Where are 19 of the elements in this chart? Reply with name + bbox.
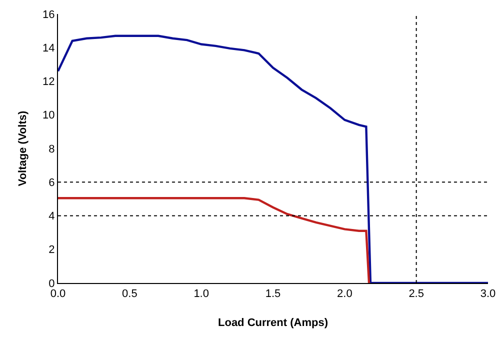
line-series bbox=[58, 197, 370, 283]
y-tick-label: 8 bbox=[48, 143, 55, 156]
x-tick-label: 0.0 bbox=[50, 288, 66, 300]
x-tick-label: 1.5 bbox=[265, 288, 281, 300]
y-tick-label: 12 bbox=[42, 76, 55, 88]
y-tick-label: 2 bbox=[48, 244, 55, 256]
x-tick-label: 2.0 bbox=[337, 288, 352, 300]
x-tick-label: 3.0 bbox=[480, 288, 496, 300]
y-tick-label: 6 bbox=[48, 176, 55, 189]
y-tick-label: 14 bbox=[42, 42, 55, 54]
x-tick-label: 1.0 bbox=[194, 288, 209, 300]
x-tick-label: 0.5 bbox=[122, 288, 138, 300]
y-tick-label: 4 bbox=[48, 210, 55, 223]
x-tick-label: 2.5 bbox=[408, 288, 424, 300]
y-tick-label: 0 bbox=[48, 278, 55, 290]
y-axis-title: Voltage (Volts) bbox=[17, 110, 29, 186]
y-tick-label: 10 bbox=[42, 110, 55, 122]
y-tick-label: 16 bbox=[42, 8, 55, 21]
x-axis-title: Load Current (Amps) bbox=[218, 317, 328, 329]
